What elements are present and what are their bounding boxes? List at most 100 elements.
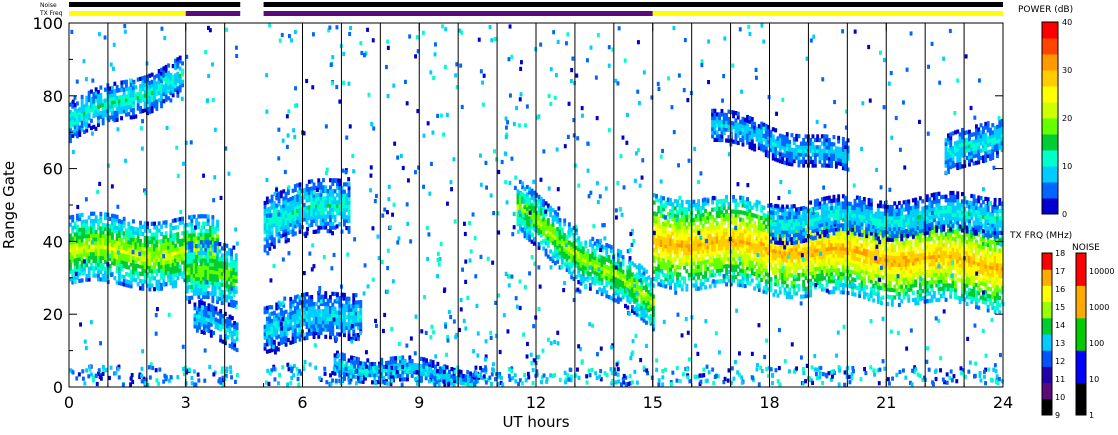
heatmap-cell [664,240,668,245]
heatmap-cell [748,245,752,250]
heatmap-cell [73,103,77,108]
heatmap-cell [76,126,79,132]
heatmap-cell [662,214,665,219]
heatmap-cell [734,209,738,214]
heatmap-cell [324,323,328,328]
heatmap-cell [694,203,698,208]
heatmap-cell [727,253,731,258]
heatmap-cell [556,226,560,232]
heatmap-cell [802,294,806,299]
heatmap-cell [659,253,663,258]
heatmap-cell [307,212,311,217]
heatmap-cell [111,242,114,247]
heatmap-cell [680,261,684,266]
heatmap-cell [171,74,175,80]
heatmap-cell [284,199,288,204]
heatmap-cell [799,261,803,267]
heatmap-cell [97,244,100,249]
heatmap-cell [185,233,189,239]
heatmap-cell [265,342,269,347]
heatmap-cell [94,251,98,256]
heatmap-cell [605,279,609,284]
heatmap-cell [80,102,84,107]
heatmap-cell [718,228,721,233]
heatmap-cell [230,277,233,282]
heatmap-cell [80,109,84,114]
heatmap-cell [164,242,168,247]
heatmap-cell [593,281,597,286]
heatmap-cell [282,207,286,212]
heatmap-cell [542,213,546,218]
heatmap-cell [220,246,224,251]
heatmap-cell [760,237,764,242]
heatmap-cell [655,215,658,220]
heatmap-cell [750,271,754,276]
heatmap-cell [78,278,82,283]
heatmap-cell [317,211,321,216]
heatmap-cell [275,320,279,325]
heatmap-cell [469,382,472,387]
heatmap-cell [528,237,532,242]
heatmap-cell [206,243,210,249]
heatmap-cell [343,211,346,216]
heatmap-cell [655,219,658,224]
heatmap-cell [678,261,682,266]
heatmap-cell [235,347,239,353]
heatmap-cell [171,240,175,245]
heatmap-cell [223,322,227,327]
heatmap-cell [776,209,780,214]
heatmap-cell [602,260,606,265]
heatmap-cell [652,247,656,252]
heatmap-cell [593,241,597,246]
heatmap-cell [211,229,215,234]
heatmap-cell [704,285,707,290]
heatmap-cell [199,240,203,245]
heatmap-cell [139,76,142,81]
heatmap-cell [293,317,297,322]
heatmap-cell [802,247,806,252]
heatmap-cell [788,269,792,274]
heatmap-cell [664,251,668,256]
heatmap-cell [148,254,152,259]
heatmap-cell [577,280,581,285]
heatmap-cell [296,305,300,310]
heatmap-cell [621,258,625,263]
heatmap-cell [811,271,815,276]
heatmap-cell [326,210,330,215]
heatmap-cell [699,282,703,287]
heatmap-cell [558,243,562,248]
heatmap-cell [713,232,717,237]
heatmap-cell [333,299,337,304]
heatmap-cell [153,261,156,266]
heatmap-cell [528,223,532,228]
heatmap-cell [642,318,646,323]
heatmap-cell [146,225,149,230]
heatmap-cell [108,245,112,251]
heatmap-cell [802,261,806,266]
heatmap-cell [263,219,267,224]
heatmap-cell [420,371,423,376]
heatmap-cell [99,270,103,275]
heatmap-cell [635,283,639,288]
heatmap-cell [263,342,267,348]
heatmap-cell [80,94,84,99]
heatmap-cell [600,273,604,278]
heatmap-cell [345,325,349,330]
heatmap-cell [357,300,360,305]
heatmap-cell [115,280,119,285]
heatmap-cell [169,237,173,242]
heatmap-cell [434,379,437,384]
heatmap-cell [206,218,210,223]
heatmap-cell [113,257,117,263]
heatmap-cell [626,276,630,281]
heatmap-cell [753,228,757,233]
heatmap-cell [750,245,754,250]
heatmap-cell [701,238,705,243]
heatmap-cell [206,276,210,281]
heatmap-cell [113,254,117,259]
heatmap-cell [727,205,731,210]
heatmap-cell [743,236,747,241]
heatmap-cell [530,195,534,201]
heatmap-cell [331,331,335,336]
heatmap-cell [718,264,721,269]
